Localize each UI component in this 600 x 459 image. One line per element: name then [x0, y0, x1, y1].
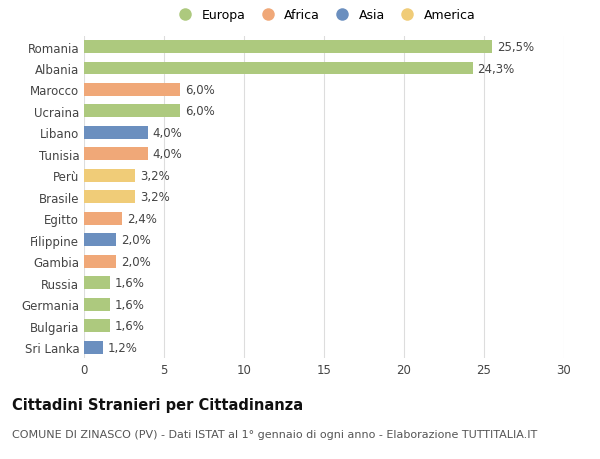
- Text: 4,0%: 4,0%: [153, 127, 182, 140]
- Text: 1,6%: 1,6%: [115, 319, 144, 332]
- Bar: [84, 62, 473, 75]
- Bar: [84, 277, 110, 290]
- Bar: [84, 255, 116, 268]
- Legend: Europa, Africa, Asia, America: Europa, Africa, Asia, America: [167, 4, 481, 27]
- Bar: [84, 127, 148, 140]
- Bar: [84, 341, 103, 354]
- Text: 2,4%: 2,4%: [127, 213, 157, 225]
- Bar: [84, 191, 135, 204]
- Bar: [84, 298, 110, 311]
- Text: 1,2%: 1,2%: [108, 341, 138, 354]
- Bar: [84, 84, 180, 97]
- Bar: [84, 41, 492, 54]
- Bar: [84, 319, 110, 332]
- Bar: [84, 213, 122, 225]
- Text: Cittadini Stranieri per Cittadinanza: Cittadini Stranieri per Cittadinanza: [12, 397, 303, 412]
- Bar: [84, 105, 180, 118]
- Text: 4,0%: 4,0%: [153, 148, 182, 161]
- Bar: [84, 234, 116, 246]
- Bar: [84, 148, 148, 161]
- Text: 3,2%: 3,2%: [140, 191, 170, 204]
- Text: 2,0%: 2,0%: [121, 234, 151, 246]
- Text: 2,0%: 2,0%: [121, 255, 151, 268]
- Text: 6,0%: 6,0%: [185, 84, 215, 97]
- Text: 1,6%: 1,6%: [115, 298, 144, 311]
- Bar: [84, 169, 135, 182]
- Text: 24,3%: 24,3%: [478, 62, 515, 75]
- Text: 3,2%: 3,2%: [140, 169, 170, 182]
- Text: COMUNE DI ZINASCO (PV) - Dati ISTAT al 1° gennaio di ogni anno - Elaborazione TU: COMUNE DI ZINASCO (PV) - Dati ISTAT al 1…: [12, 429, 537, 439]
- Text: 6,0%: 6,0%: [185, 105, 215, 118]
- Text: 1,6%: 1,6%: [115, 277, 144, 290]
- Text: 25,5%: 25,5%: [497, 41, 534, 54]
